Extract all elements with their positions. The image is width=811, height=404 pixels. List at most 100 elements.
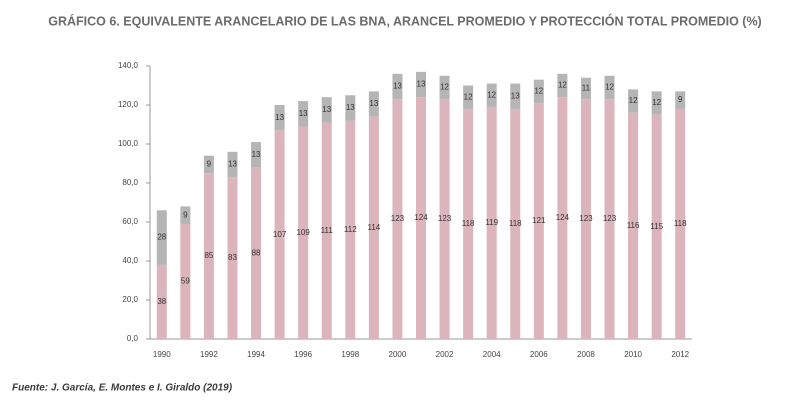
bar-segment bbox=[180, 206, 191, 224]
bar-segment bbox=[557, 97, 568, 339]
bar-segment bbox=[203, 155, 214, 174]
x-tick-label: 1990 bbox=[153, 350, 171, 359]
bar-segment bbox=[298, 126, 309, 339]
value-label: 13 bbox=[369, 99, 378, 108]
bar-segment bbox=[533, 103, 544, 339]
bar-segment bbox=[628, 89, 639, 113]
bar-segment bbox=[439, 75, 450, 100]
value-label: 12 bbox=[534, 86, 543, 95]
y-tick-label: 60,0 bbox=[122, 217, 138, 226]
source: Fuente: J. García, E. Montes e I. Girald… bbox=[12, 383, 233, 394]
x-tick-label: 1996 bbox=[294, 350, 312, 359]
bar-segment bbox=[321, 122, 332, 339]
value-label: 123 bbox=[579, 214, 593, 223]
value-label: 123 bbox=[438, 214, 452, 223]
value-label: 116 bbox=[627, 221, 640, 230]
bar-segment bbox=[227, 151, 238, 178]
bar-segment bbox=[557, 73, 568, 98]
bar-segment bbox=[345, 120, 356, 339]
value-label: 124 bbox=[414, 213, 428, 222]
value-label: 13 bbox=[299, 109, 308, 118]
x-tick-label: 2006 bbox=[530, 350, 548, 359]
value-label: 123 bbox=[391, 214, 405, 223]
bar-segment bbox=[227, 177, 238, 339]
value-label: 121 bbox=[532, 216, 546, 225]
bar-segment bbox=[486, 83, 497, 107]
x-tick-label: 1992 bbox=[200, 350, 218, 359]
value-label: 9 bbox=[207, 160, 212, 169]
bar-segment bbox=[251, 142, 262, 168]
bar-segment bbox=[651, 114, 662, 339]
bar-segment bbox=[675, 91, 686, 109]
x-tick-label: 1998 bbox=[341, 350, 359, 359]
x-tick-label: 2000 bbox=[389, 350, 407, 359]
value-label: 12 bbox=[652, 98, 661, 107]
value-label: 13 bbox=[322, 105, 331, 114]
bar-segment bbox=[628, 112, 639, 339]
bar-segment bbox=[203, 173, 214, 339]
value-label: 118 bbox=[674, 219, 687, 228]
value-label: 12 bbox=[440, 83, 449, 92]
x-tick-label: 2010 bbox=[624, 350, 642, 359]
bar-segment bbox=[392, 73, 403, 100]
value-label: 124 bbox=[556, 213, 570, 222]
value-label: 12 bbox=[558, 81, 567, 90]
value-label: 9 bbox=[183, 210, 188, 219]
x-tick-label: 2008 bbox=[577, 350, 595, 359]
y-tick-label: 40,0 bbox=[122, 256, 138, 265]
value-label: 13 bbox=[275, 113, 284, 122]
value-label: 13 bbox=[511, 91, 520, 100]
bar-segment bbox=[298, 101, 309, 127]
value-label: 107 bbox=[273, 230, 287, 239]
bar-segment bbox=[604, 75, 615, 100]
x-tick-label: 2004 bbox=[483, 350, 501, 359]
bar-segment bbox=[604, 99, 615, 340]
value-label: 38 bbox=[157, 297, 166, 306]
value-label: 12 bbox=[605, 83, 614, 92]
bar-segment bbox=[580, 77, 591, 100]
y-tick-label: 80,0 bbox=[122, 178, 138, 187]
value-label: 12 bbox=[464, 92, 473, 101]
chart-title: GRÁFICO 6. EQUIVALENTE ARANCELARIO DE LA… bbox=[48, 13, 761, 28]
bar-segment bbox=[274, 130, 285, 339]
bar-segment bbox=[533, 79, 544, 104]
x-tick-label: 2002 bbox=[436, 350, 454, 359]
value-label: 115 bbox=[650, 222, 663, 231]
value-label: 123 bbox=[603, 214, 617, 223]
value-label: 13 bbox=[228, 160, 237, 169]
bar-segment bbox=[416, 71, 426, 98]
value-label: 9 bbox=[678, 95, 683, 104]
value-label: 119 bbox=[485, 218, 498, 227]
value-label: 118 bbox=[509, 219, 522, 228]
value-label: 13 bbox=[346, 103, 355, 112]
bar-segment bbox=[180, 223, 191, 339]
bar-segment bbox=[651, 91, 662, 115]
y-tick-label: 140,0 bbox=[118, 61, 139, 70]
y-tick-label: 20,0 bbox=[122, 295, 138, 304]
value-label: 85 bbox=[204, 251, 213, 260]
bar-segment bbox=[675, 108, 686, 340]
bar-segment bbox=[510, 83, 521, 109]
bar-segment bbox=[416, 97, 426, 339]
value-label: 88 bbox=[252, 248, 261, 257]
bar-segment bbox=[439, 99, 450, 340]
bar-segment bbox=[580, 99, 591, 340]
bar-segment bbox=[251, 167, 262, 339]
value-label: 12 bbox=[487, 90, 496, 99]
bar-segment bbox=[345, 95, 356, 121]
value-label: 114 bbox=[367, 223, 380, 232]
x-tick-label: 2012 bbox=[671, 350, 689, 359]
bar-segment bbox=[156, 210, 167, 265]
value-label: 13 bbox=[393, 82, 402, 91]
value-label: 111 bbox=[321, 226, 334, 235]
bar-segment bbox=[463, 85, 474, 109]
bar-segment bbox=[368, 91, 379, 117]
y-tick-label: 120,0 bbox=[118, 100, 139, 109]
x-tick-label: 1994 bbox=[247, 350, 265, 359]
y-tick-label: 100,0 bbox=[118, 139, 139, 148]
bar-segment bbox=[510, 108, 521, 340]
bar-segment bbox=[486, 106, 497, 339]
value-label: 13 bbox=[417, 80, 426, 89]
value-label: 59 bbox=[181, 277, 190, 286]
